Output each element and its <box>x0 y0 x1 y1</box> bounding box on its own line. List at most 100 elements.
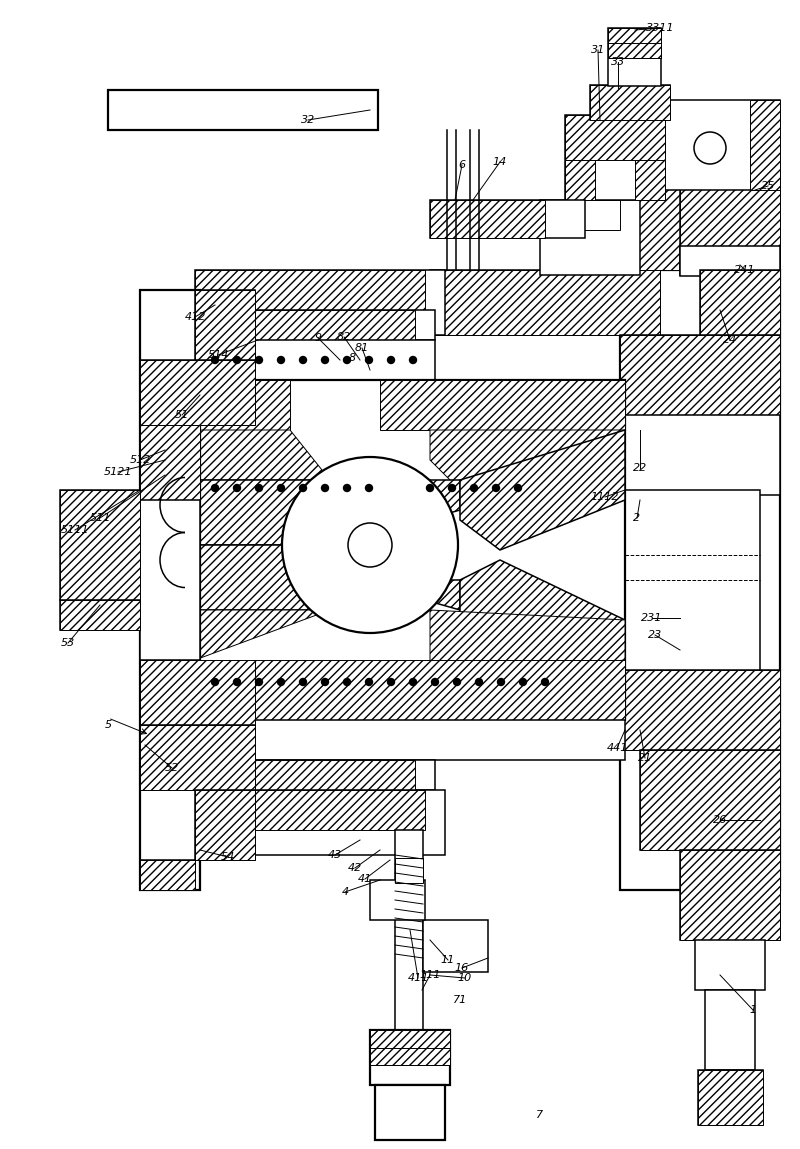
Polygon shape <box>330 480 460 530</box>
Circle shape <box>278 679 285 686</box>
Circle shape <box>322 485 329 492</box>
Circle shape <box>410 679 417 686</box>
Circle shape <box>234 356 241 363</box>
Polygon shape <box>255 759 415 791</box>
Bar <box>195 290 255 360</box>
Circle shape <box>299 485 306 492</box>
Bar <box>108 90 378 130</box>
Circle shape <box>278 356 285 363</box>
Text: 111: 111 <box>419 970 441 980</box>
Polygon shape <box>255 310 415 340</box>
Bar <box>255 759 435 791</box>
Polygon shape <box>565 160 595 200</box>
Bar <box>140 450 190 470</box>
Circle shape <box>431 679 438 686</box>
Polygon shape <box>195 380 290 440</box>
Polygon shape <box>430 200 545 238</box>
Circle shape <box>542 679 549 686</box>
Polygon shape <box>590 85 670 119</box>
Polygon shape <box>195 430 330 480</box>
Bar <box>195 380 625 720</box>
Circle shape <box>519 679 526 686</box>
Text: 24: 24 <box>723 336 737 345</box>
Bar <box>698 1070 763 1125</box>
Circle shape <box>322 356 329 363</box>
Circle shape <box>282 457 458 633</box>
Polygon shape <box>680 850 780 940</box>
Bar <box>590 85 670 119</box>
Polygon shape <box>140 425 200 500</box>
Polygon shape <box>330 580 460 610</box>
Circle shape <box>211 485 218 492</box>
Polygon shape <box>195 480 330 545</box>
Polygon shape <box>140 725 255 791</box>
Bar <box>195 270 445 336</box>
Bar <box>430 270 660 336</box>
Circle shape <box>426 485 434 492</box>
Polygon shape <box>620 670 780 750</box>
Text: 11: 11 <box>441 955 455 965</box>
Polygon shape <box>700 270 780 345</box>
Circle shape <box>322 679 329 686</box>
Polygon shape <box>640 750 780 850</box>
Circle shape <box>299 356 306 363</box>
Bar <box>140 425 190 450</box>
Circle shape <box>366 485 373 492</box>
Bar <box>370 880 425 920</box>
Text: 23: 23 <box>648 630 662 640</box>
Text: 231: 231 <box>642 614 662 623</box>
Text: 9: 9 <box>314 333 322 344</box>
Text: 2: 2 <box>634 512 641 523</box>
Polygon shape <box>608 28 661 57</box>
Text: 52: 52 <box>165 763 179 773</box>
Circle shape <box>514 485 522 492</box>
Polygon shape <box>698 1070 763 1125</box>
Circle shape <box>343 679 350 686</box>
Bar <box>620 336 780 415</box>
Bar <box>705 990 755 1070</box>
Bar <box>680 185 780 275</box>
Bar <box>395 858 423 882</box>
Text: 81: 81 <box>355 344 369 353</box>
Polygon shape <box>60 489 140 600</box>
Text: 26: 26 <box>713 815 727 825</box>
Text: 512: 512 <box>130 455 150 465</box>
Text: 4: 4 <box>342 887 349 897</box>
Bar <box>640 750 780 850</box>
Circle shape <box>449 485 455 492</box>
Text: 33: 33 <box>611 57 625 67</box>
Polygon shape <box>460 560 625 700</box>
Text: 3311: 3311 <box>646 23 674 33</box>
Bar <box>620 185 780 270</box>
Bar <box>680 850 780 940</box>
Text: 1112: 1112 <box>590 492 619 502</box>
Circle shape <box>278 485 285 492</box>
Bar <box>395 830 423 1030</box>
Circle shape <box>234 679 241 686</box>
Bar <box>560 200 620 230</box>
Bar <box>60 489 140 600</box>
Bar <box>195 791 255 859</box>
Circle shape <box>255 356 262 363</box>
Circle shape <box>255 679 262 686</box>
Bar <box>375 1085 445 1140</box>
Polygon shape <box>60 600 140 630</box>
Bar <box>430 200 585 238</box>
Circle shape <box>498 679 505 686</box>
Bar <box>620 670 780 750</box>
Bar <box>565 115 665 200</box>
Text: 16: 16 <box>455 963 469 973</box>
Circle shape <box>387 679 394 686</box>
Circle shape <box>454 679 461 686</box>
Bar <box>140 500 200 660</box>
Polygon shape <box>195 791 255 859</box>
Bar <box>620 415 780 495</box>
Text: 31: 31 <box>591 45 605 55</box>
Text: 51: 51 <box>175 410 189 421</box>
Polygon shape <box>140 360 255 425</box>
Text: 71: 71 <box>453 995 467 1005</box>
Circle shape <box>387 356 394 363</box>
Text: 5121: 5121 <box>104 466 132 477</box>
Text: 21: 21 <box>638 753 652 763</box>
Bar <box>140 859 195 890</box>
